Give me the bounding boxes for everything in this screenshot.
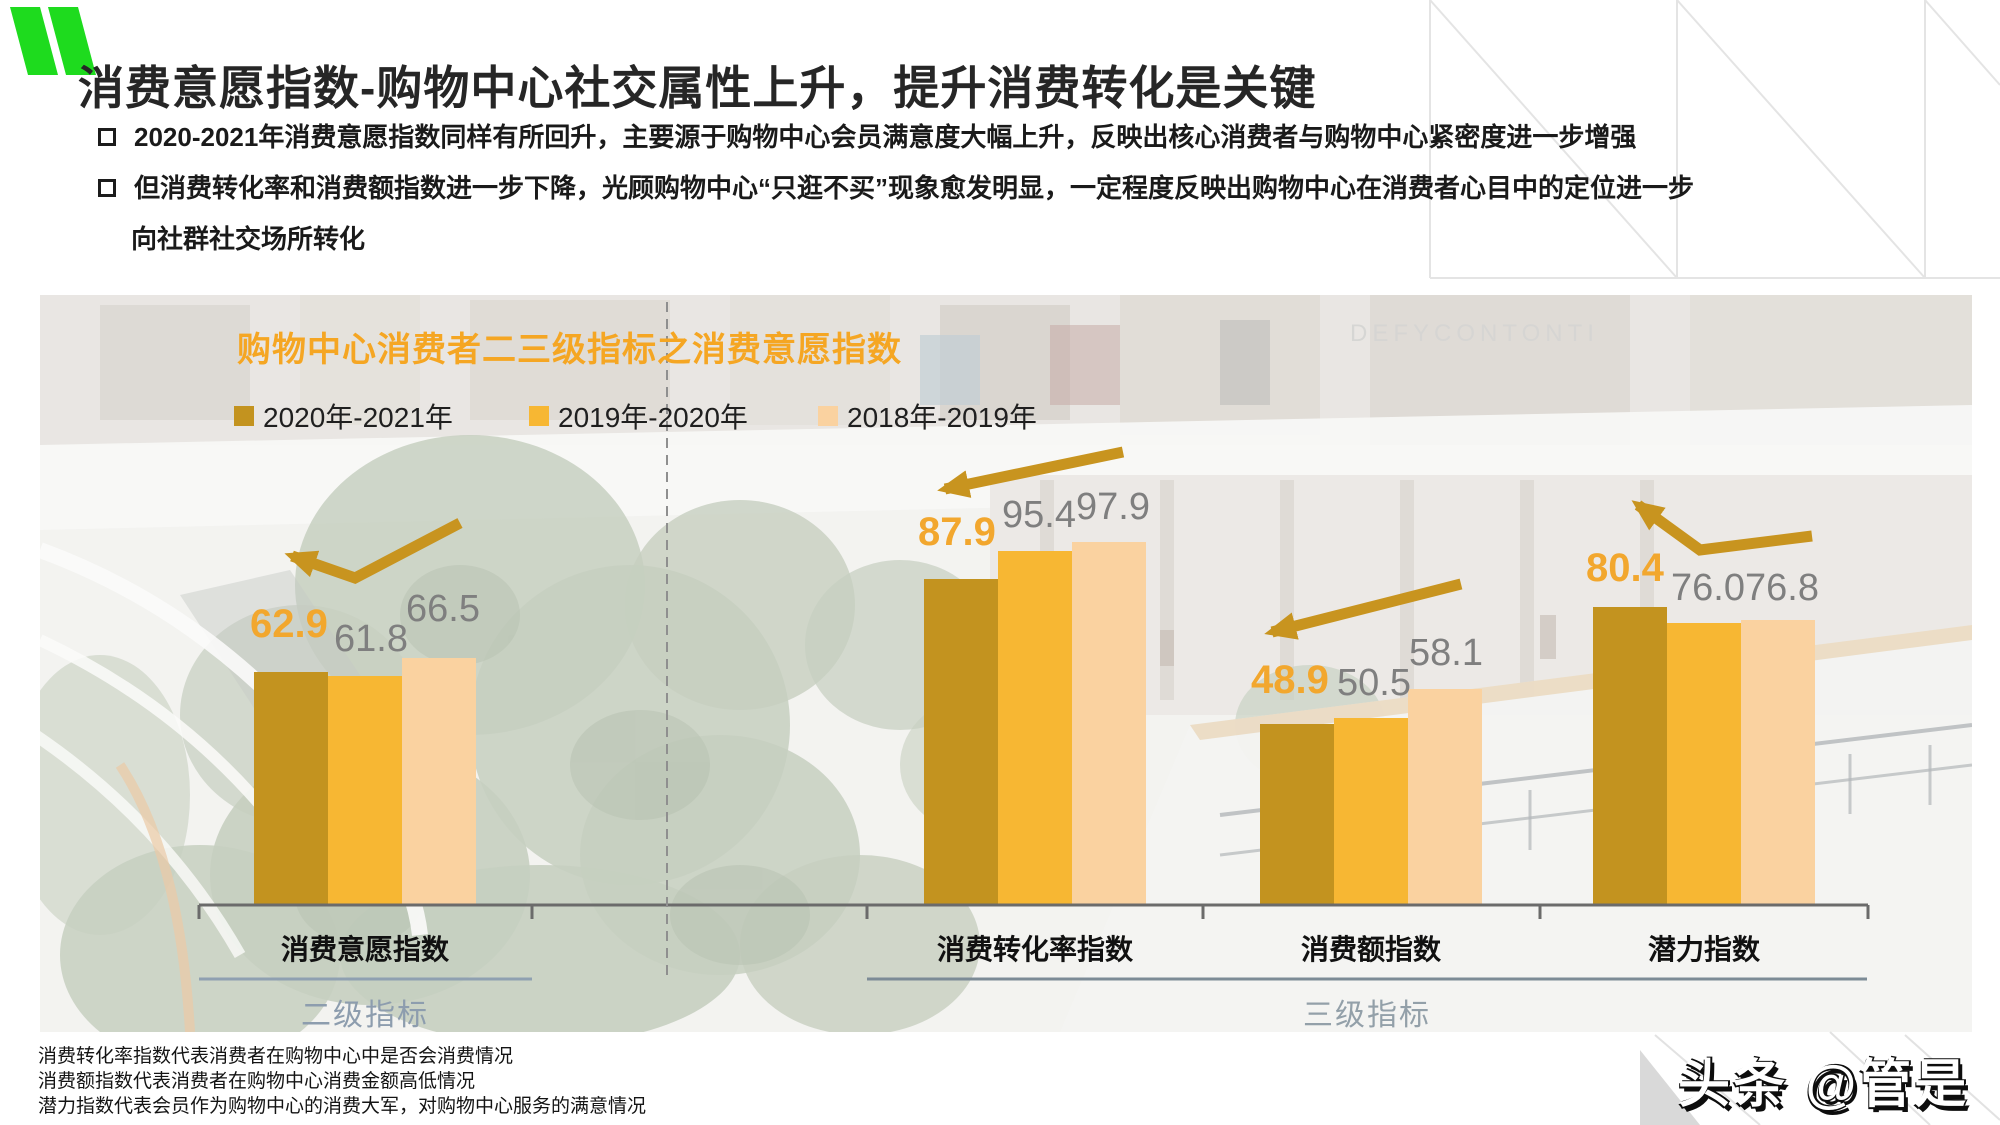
photo-store-sign-text: DEFYCONTONTI <box>1350 320 1599 347</box>
category-label-消费意愿指数: 消费意愿指数 <box>280 934 450 965</box>
legend-swatch-icon <box>529 406 549 426</box>
logo-green-parallelograms <box>10 7 96 75</box>
chart-legend: 2020年-2021年 2019年-2020年 2018年-2019年 <box>0 396 2000 433</box>
page-title: 消费意愿指数-购物中心社交属性上升，提升消费转化是关键 <box>78 62 1317 114</box>
value-label-2018年-2019年-消费额指数: 58.1 <box>1409 632 1483 674</box>
square-bullet-icon <box>98 179 116 197</box>
chart-title: 购物中心消费者二三级指标之消费意愿指数 <box>237 331 902 369</box>
footer-note-1: 消费转化率指数代表消费者在购物中心中是否会消费情况 <box>38 1046 514 1067</box>
legend-item-2019年-2020年: 2019年-2020年 <box>529 396 748 436</box>
footer-notes: 消费转化率指数代表消费者在购物中心中是否会消费情况 消费额指数代表消费者在购物中… <box>38 1044 646 1119</box>
legend-label: 2019年-2020年 <box>558 402 748 433</box>
value-label-2019年-2020年-消费转化率指数: 95.4 <box>1002 494 1076 536</box>
footer-note-2: 消费额指数代表消费者在购物中心消费金额高低情况 <box>38 1071 476 1092</box>
bar-2018年-2019年-潜力指数 <box>1741 620 1815 905</box>
bullet-2-text: 但消费转化率和消费额指数进一步下降，光顾购物中心“只逛不买”现象愈发明显，一定程… <box>134 173 1695 203</box>
legend-swatch-icon <box>818 406 838 426</box>
bar-2018年-2019年-消费额指数 <box>1408 689 1482 905</box>
bar-2018年-2019年-消费意愿指数 <box>402 658 476 905</box>
bar-2020年-2021年-消费意愿指数 <box>254 672 328 905</box>
bar-2019年-2020年-消费转化率指数 <box>998 551 1072 905</box>
category-label-消费额指数: 消费额指数 <box>1300 934 1442 965</box>
legend-label: 2020年-2021年 <box>263 402 453 433</box>
value-label-2018年-2019年-潜力指数: 76.8 <box>1745 567 1819 609</box>
value-label-2018年-2019年-消费转化率指数: 97.9 <box>1076 486 1150 528</box>
value-label-2020年-2021年-消费转化率指数: 87.9 <box>918 510 996 554</box>
footer-note-3: 潜力指数代表会员作为购物中心的消费大军，对购物中心服务的满意情况 <box>38 1096 647 1117</box>
value-label-2020年-2021年-潜力指数: 80.4 <box>1586 546 1664 590</box>
bar-2020年-2021年-潜力指数 <box>1593 607 1667 905</box>
bar-2020年-2021年-消费转化率指数 <box>924 579 998 905</box>
bullet-2: 但消费转化率和消费额指数进一步下降，光顾购物中心“只逛不买”现象愈发明显，一定程… <box>98 171 1694 205</box>
value-label-2020年-2021年-消费意愿指数: 62.9 <box>250 602 328 646</box>
bullet-2-continuation: 向社群社交场所转化 <box>98 222 1694 256</box>
logo-shape-1 <box>10 7 58 75</box>
value-label-2019年-2020年-潜力指数: 76.0 <box>1671 567 1745 609</box>
logo-shape-2 <box>48 7 96 75</box>
bar-2020年-2021年-消费额指数 <box>1260 724 1334 905</box>
section-label-secondary: 二级指标 <box>301 999 429 1032</box>
value-label-2019年-2020年-消费额指数: 50.5 <box>1337 662 1411 704</box>
bullet-1: 2020-2021年消费意愿指数同样有所回升，主要源于购物中心会员满意度大幅上升… <box>98 120 1694 154</box>
legend-label: 2018年-2019年 <box>847 402 1037 433</box>
value-label-2018年-2019年-消费意愿指数: 66.5 <box>406 588 480 630</box>
bar-2018年-2019年-消费转化率指数 <box>1072 542 1146 905</box>
bullet-list: 2020-2021年消费意愿指数同样有所回升，主要源于购物中心会员满意度大幅上升… <box>98 120 1694 273</box>
legend-item-2020年-2021年: 2020年-2021年 <box>234 396 453 436</box>
category-label-消费转化率指数: 消费转化率指数 <box>936 934 1134 965</box>
square-bullet-icon <box>98 128 116 146</box>
watermark-toutiao: 头条 @管是 <box>1678 1056 1970 1114</box>
legend-item-2018年-2019年: 2018年-2019年 <box>818 396 1037 436</box>
section-label-tertiary: 三级指标 <box>1303 999 1431 1032</box>
bar-2019年-2020年-潜力指数 <box>1667 623 1741 905</box>
bullet-2-cont-text: 向社群社交场所转化 <box>131 224 366 254</box>
bar-2019年-2020年-消费意愿指数 <box>328 676 402 905</box>
legend-swatch-icon <box>234 406 254 426</box>
value-label-2020年-2021年-消费额指数: 48.9 <box>1251 658 1329 702</box>
bar-2019年-2020年-消费额指数 <box>1334 718 1408 905</box>
value-label-2019年-2020年-消费意愿指数: 61.8 <box>334 618 408 660</box>
bullet-1-text: 2020-2021年消费意愿指数同样有所回升，主要源于购物中心会员满意度大幅上升… <box>134 122 1637 152</box>
category-label-潜力指数: 潜力指数 <box>1647 934 1761 965</box>
